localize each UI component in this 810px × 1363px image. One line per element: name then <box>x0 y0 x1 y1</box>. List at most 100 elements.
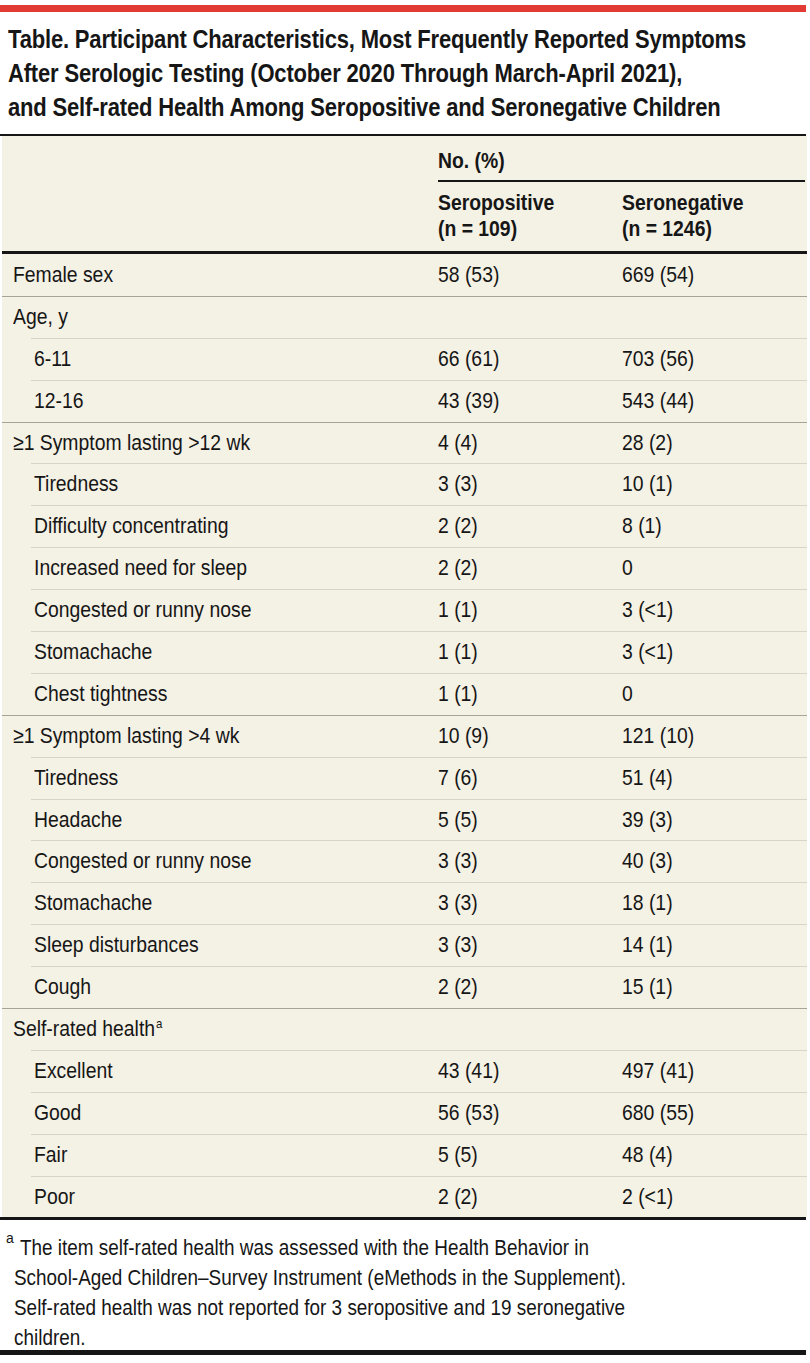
footnote: a The item self-rated health was assesse… <box>0 1220 810 1353</box>
table-title: Table. Participant Characteristics, Most… <box>0 12 810 134</box>
seropositive-value: 66 (61) <box>438 347 622 371</box>
row-label: Chest tightness <box>2 682 438 706</box>
seropositive-value: 2 (2) <box>438 1185 622 1209</box>
row-label: Poor <box>2 1185 438 1209</box>
table-row: Stomachache3 (3)18 (1) <box>2 882 807 924</box>
table-row: Tiredness3 (3)10 (1) <box>2 463 807 505</box>
table-row: Congested or runny nose1 (1)3 (<1) <box>2 589 807 631</box>
table-row: 6-1166 (61)703 (56) <box>2 338 807 380</box>
header-col-n: (n = 1246) <box>622 216 712 242</box>
footnote-text: children. <box>14 1323 86 1353</box>
row-label: Congested or runny nose <box>2 849 438 873</box>
seropositive-value <box>438 305 622 329</box>
table-row: Stomachache1 (1)3 (<1) <box>2 631 807 673</box>
seropositive-value: 4 (4) <box>438 431 622 455</box>
seropositive-value: 2 (2) <box>438 556 622 580</box>
row-label: Stomachache <box>2 891 438 915</box>
row-label: Increased need for sleep <box>2 556 438 580</box>
seronegative-value: 18 (1) <box>622 891 807 915</box>
seronegative-value: 10 (1) <box>622 472 807 496</box>
seropositive-value: 3 (3) <box>438 472 622 496</box>
header-col-seronegative: Seronegative (n = 1246) <box>622 190 807 242</box>
seronegative-value <box>622 1017 807 1041</box>
seropositive-value: 1 (1) <box>438 598 622 622</box>
table-row: Female sex58 (53)669 (54) <box>2 254 807 296</box>
table-row: Self-rated healtha <box>2 1008 807 1050</box>
table-row: Age, y <box>2 296 807 338</box>
row-label: Female sex <box>2 263 438 287</box>
table-title-text: After Serologic Testing (October 2020 Th… <box>8 56 682 90</box>
row-label: Self-rated healtha <box>2 1017 438 1041</box>
row-label: Tiredness <box>2 472 438 496</box>
table-row: ≥1 Symptom lasting >12 wk4 (4)28 (2) <box>2 422 807 464</box>
row-label: Good <box>2 1101 438 1125</box>
table-row: Difficulty concentrating2 (2)8 (1) <box>2 505 807 547</box>
seronegative-value: 14 (1) <box>622 933 807 957</box>
table-row: Congested or runny nose3 (3)40 (3) <box>2 840 807 882</box>
footnote-marker-ref: a <box>156 1016 162 1031</box>
header-group-label: No. (%) <box>438 148 505 174</box>
row-label: ≥1 Symptom lasting >12 wk <box>2 431 438 455</box>
seropositive-value: 56 (53) <box>438 1101 622 1125</box>
table-row: Increased need for sleep2 (2)0 <box>2 547 807 589</box>
table-row: Chest tightness1 (1)0 <box>2 673 807 715</box>
row-label: Age, y <box>2 305 438 329</box>
header-group-row: No. (%) <box>2 136 807 182</box>
row-label: ≥1 Symptom lasting >4 wk <box>2 724 438 748</box>
header-empty-cell <box>2 190 438 242</box>
table-row: Good56 (53)680 (55) <box>2 1092 807 1134</box>
row-label: Difficulty concentrating <box>2 514 438 538</box>
seropositive-value: 3 (3) <box>438 891 622 915</box>
row-label: Fair <box>2 1143 438 1167</box>
footnote-text: School-Aged Children–Survey Instrument (… <box>14 1263 626 1293</box>
table-figure-page: Table. Participant Characteristics, Most… <box>0 0 810 1363</box>
table-row: Sleep disturbances3 (3)14 (1) <box>2 924 807 966</box>
seropositive-value: 43 (41) <box>438 1059 622 1083</box>
table-row: Headache5 (5)39 (3) <box>2 799 807 841</box>
row-label: Sleep disturbances <box>2 933 438 957</box>
seropositive-value: 2 (2) <box>438 975 622 999</box>
table-title-line: and Self-rated Health Among Seropositive… <box>8 90 810 124</box>
header-col-n: (n = 109) <box>438 216 517 242</box>
header-col-label: Seropositive <box>438 190 554 216</box>
row-label: Headache <box>2 808 438 832</box>
row-label: 12-16 <box>2 389 438 413</box>
bottom-rule <box>0 1350 806 1355</box>
footnote-line: children. <box>14 1323 804 1353</box>
seronegative-value: 0 <box>622 682 807 706</box>
row-label: Congested or runny nose <box>2 598 438 622</box>
seronegative-value: 2 (<1) <box>622 1185 807 1209</box>
seronegative-value <box>622 305 807 329</box>
row-label: Cough <box>2 975 438 999</box>
footnote-text: The item self-rated health was assessed … <box>20 1233 589 1263</box>
seropositive-value: 2 (2) <box>438 514 622 538</box>
seronegative-value: 543 (44) <box>622 389 807 413</box>
header-col-label: Seronegative <box>622 190 744 216</box>
seropositive-value: 1 (1) <box>438 640 622 664</box>
table-row: ≥1 Symptom lasting >4 wk10 (9)121 (10) <box>2 715 807 757</box>
footnote-line: The item self-rated health was assessed … <box>14 1233 804 1263</box>
row-label: Tiredness <box>2 766 438 790</box>
seronegative-value: 669 (54) <box>622 263 807 287</box>
seropositive-value: 5 (5) <box>438 808 622 832</box>
table-title-text: and Self-rated Health Among Seropositive… <box>8 90 720 124</box>
table-title-line: After Serologic Testing (October 2020 Th… <box>8 56 810 90</box>
seropositive-value: 1 (1) <box>438 682 622 706</box>
row-label: Stomachache <box>2 640 438 664</box>
accent-bar <box>0 5 806 12</box>
seronegative-value: 121 (10) <box>622 724 807 748</box>
footnote-line: Self-rated health was not reported for 3… <box>14 1293 804 1323</box>
seronegative-value: 497 (41) <box>622 1059 807 1083</box>
seronegative-value: 0 <box>622 556 807 580</box>
seronegative-value: 680 (55) <box>622 1101 807 1125</box>
seropositive-value: 5 (5) <box>438 1143 622 1167</box>
table-row: Poor2 (2)2 (<1) <box>2 1176 807 1218</box>
seronegative-value: 48 (4) <box>622 1143 807 1167</box>
seronegative-value: 40 (3) <box>622 849 807 873</box>
table-title-text: Table. Participant Characteristics, Most… <box>8 22 746 56</box>
table-row: 12-1643 (39)543 (44) <box>2 380 807 422</box>
table-title-line: Table. Participant Characteristics, Most… <box>8 22 810 56</box>
header-columns-row: Seropositive (n = 109) Seronegative (n =… <box>2 182 807 251</box>
header-group-cell: No. (%) <box>438 136 805 182</box>
footnote-line: School-Aged Children–Survey Instrument (… <box>14 1263 804 1293</box>
